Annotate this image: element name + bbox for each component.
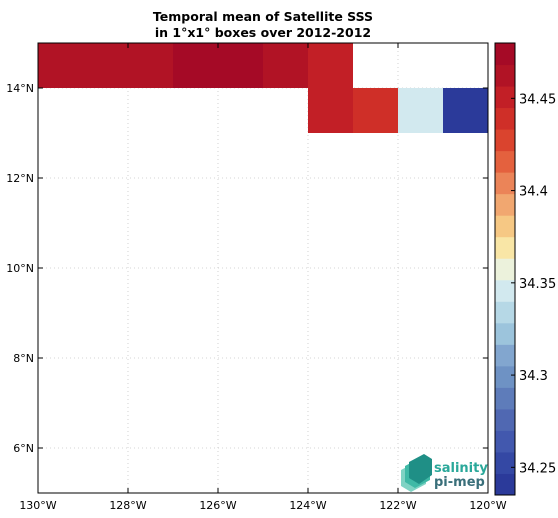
- y-tick-label: 6°N: [13, 442, 34, 455]
- x-tick-label: 124°W: [289, 499, 326, 512]
- colorbar-tick-label: 34.45: [519, 92, 556, 107]
- heatmap-cell: [128, 43, 173, 88]
- colorbar-segment: [495, 236, 515, 259]
- heatmap-cell: [398, 88, 443, 133]
- colorbar-tick-label: 34.4: [519, 185, 548, 200]
- heatmap-cell: [38, 43, 83, 88]
- heatmap-cell: [353, 88, 398, 133]
- y-tick-label: 8°N: [13, 352, 34, 365]
- colorbar-segment: [495, 258, 515, 281]
- logo-text-salinity: salinity: [434, 461, 488, 476]
- x-tick-label: 122°W: [379, 499, 416, 512]
- y-tick-label: 12°N: [6, 172, 34, 185]
- y-tick-label: 14°N: [6, 82, 34, 95]
- colorbar-segment: [495, 322, 515, 345]
- colorbar-tick-label: 34.35: [519, 277, 556, 292]
- x-axis-tick-labels: 130°W 128°W 126°W 124°W 122°W 120°W: [19, 499, 506, 512]
- heatmap-cell: [218, 43, 263, 88]
- colorbar-tick-label: 34.25: [519, 461, 556, 476]
- chart-title-line-2: in 1°x1° boxes over 2012-2012: [155, 25, 371, 40]
- x-tick-label: 126°W: [199, 499, 236, 512]
- colorbar-segment: [495, 301, 515, 324]
- colorbar: [495, 43, 515, 496]
- y-tick-label: 10°N: [6, 262, 34, 275]
- heatmap-cell: [308, 43, 353, 88]
- x-tick-label: 120°W: [469, 499, 506, 512]
- colorbar-segment: [495, 430, 515, 453]
- colorbar-segment: [495, 107, 515, 130]
- colorbar-segment: [495, 344, 515, 367]
- colorbar-frame: [494, 42, 516, 496]
- colorbar-segment: [495, 86, 515, 109]
- y-axis-tick-labels: 6°N 8°N 10°N 12°N 14°N: [6, 82, 34, 455]
- heatmap-cell: [443, 88, 488, 133]
- heatmap-cell: [263, 43, 308, 88]
- colorbar-segment: [495, 387, 515, 410]
- heatmap-cell: [308, 88, 353, 133]
- colorbar-segment: [495, 451, 515, 474]
- axis-ticks: [37, 43, 489, 493]
- colorbar-segment: [495, 43, 515, 66]
- colorbar-segment: [495, 365, 515, 388]
- colorbar-segment: [495, 129, 515, 152]
- data-cells: [38, 43, 488, 133]
- colorbar-segment: [495, 150, 515, 173]
- colorbar-segment: [495, 172, 515, 195]
- colorbar-tick-labels: 34.25 34.3 34.35 34.4 34.45: [511, 92, 556, 476]
- colorbar-segment: [495, 473, 515, 496]
- logo-text-pi-mep: pi-mep: [434, 475, 485, 490]
- heatmap-cell: [173, 43, 218, 88]
- colorbar-segment: [495, 64, 515, 87]
- x-tick-label: 130°W: [19, 499, 56, 512]
- colorbar-tick-label: 34.3: [519, 369, 548, 384]
- colorbar-segment: [495, 215, 515, 238]
- colorbar-segment: [495, 279, 515, 302]
- salinity-pi-mep-logo: salinity pi-mep: [401, 454, 488, 492]
- logo-mark-icon: [401, 454, 432, 492]
- colorbar-segment: [495, 408, 515, 431]
- colorbar-segment: [495, 193, 515, 216]
- chart-title-line-1: Temporal mean of Satellite SSS: [153, 9, 373, 24]
- x-tick-label: 128°W: [109, 499, 146, 512]
- heatmap-cell: [83, 43, 128, 88]
